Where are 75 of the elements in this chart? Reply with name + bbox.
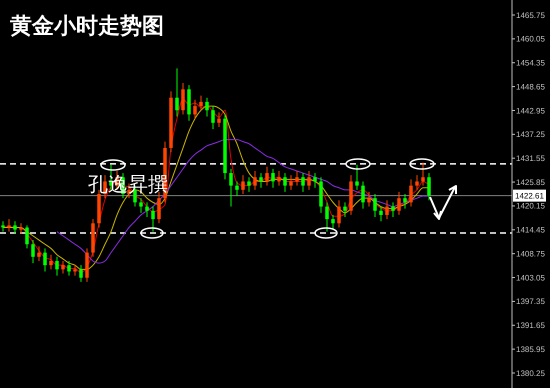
line-series bbox=[56, 139, 430, 264]
y-tick-label: 1380.25 bbox=[516, 368, 546, 378]
candlestick bbox=[229, 168, 233, 208]
candlestick bbox=[415, 174, 419, 190]
y-tick-label: 1425.85 bbox=[516, 178, 546, 187]
candlestick bbox=[325, 202, 329, 232]
y-tick-label: 1465.75 bbox=[516, 10, 546, 20]
candlestick bbox=[373, 194, 377, 218]
y-tick-label: 1460.05 bbox=[516, 34, 546, 44]
candlestick bbox=[235, 180, 239, 197]
y-tick-label: 1414.45 bbox=[516, 226, 546, 235]
candlestick bbox=[277, 170, 281, 186]
y-tick-label: 1385.95 bbox=[516, 344, 546, 354]
y-tick-label: 1391.65 bbox=[516, 321, 546, 330]
y-tick-label: 1420.15 bbox=[516, 202, 546, 211]
candlestick bbox=[283, 172, 287, 192]
candlestick bbox=[139, 198, 143, 214]
candlestick bbox=[343, 202, 347, 218]
candlestick bbox=[79, 264, 83, 282]
candlestick bbox=[193, 99, 197, 120]
candlestick bbox=[265, 166, 269, 186]
candlestick bbox=[181, 82, 185, 115]
candlestick bbox=[259, 172, 263, 188]
candlestick bbox=[361, 180, 365, 210]
y-tick-label: 1403.05 bbox=[516, 273, 546, 282]
y-tick-label: 1437.25 bbox=[516, 130, 546, 140]
text: 黄金小时走势图 bbox=[9, 13, 164, 39]
candlestick bbox=[403, 194, 407, 210]
y-tick-label: 1448.65 bbox=[516, 82, 546, 92]
candlestick bbox=[217, 112, 221, 128]
candlestick bbox=[7, 218, 11, 232]
candlestick bbox=[43, 248, 47, 272]
candlestick bbox=[37, 246, 41, 262]
candlestick bbox=[211, 106, 215, 130]
candlestick bbox=[73, 264, 77, 276]
candlestick bbox=[385, 200, 389, 220]
candlestick bbox=[145, 202, 149, 218]
y-tick-label: 1408.75 bbox=[516, 249, 546, 258]
candlestick bbox=[421, 162, 425, 186]
candlestick bbox=[31, 240, 35, 264]
candlestick bbox=[151, 206, 155, 232]
candlestick bbox=[427, 172, 431, 201]
candlestick bbox=[289, 174, 293, 190]
candlestick bbox=[409, 178, 413, 208]
candlestick bbox=[241, 174, 245, 194]
y-tick-label: 1431.55 bbox=[516, 154, 546, 163]
candlestick bbox=[247, 176, 251, 192]
candlestick bbox=[55, 256, 59, 276]
candlestick bbox=[331, 214, 335, 230]
candlestick bbox=[313, 172, 317, 188]
candlestick bbox=[397, 191, 401, 216]
y-tick-label: 1397.35 bbox=[516, 297, 546, 306]
candlestick bbox=[253, 170, 257, 190]
candlestick bbox=[205, 97, 209, 118]
ref-line-label: 1422.61 bbox=[515, 191, 544, 200]
candlestick bbox=[301, 172, 305, 192]
candlestick bbox=[67, 260, 71, 276]
candlestick bbox=[175, 68, 179, 118]
candlestick bbox=[295, 170, 299, 186]
y-tick-label: 1454.35 bbox=[516, 58, 546, 68]
candlestick bbox=[1, 220, 5, 232]
candlestick bbox=[307, 170, 311, 190]
candlestick bbox=[19, 222, 23, 234]
candlestick bbox=[271, 168, 275, 188]
candlestick bbox=[391, 202, 395, 218]
candlestick bbox=[367, 191, 371, 208]
candlestick bbox=[355, 164, 359, 190]
candlestick bbox=[337, 200, 341, 228]
candlestick bbox=[25, 224, 29, 249]
candlestick bbox=[13, 220, 17, 234]
candlestick bbox=[49, 254, 53, 270]
candlestick bbox=[199, 95, 203, 111]
candlestick bbox=[379, 206, 383, 222]
candlestick bbox=[61, 260, 65, 274]
y-tick-label: 1442.95 bbox=[516, 106, 546, 116]
